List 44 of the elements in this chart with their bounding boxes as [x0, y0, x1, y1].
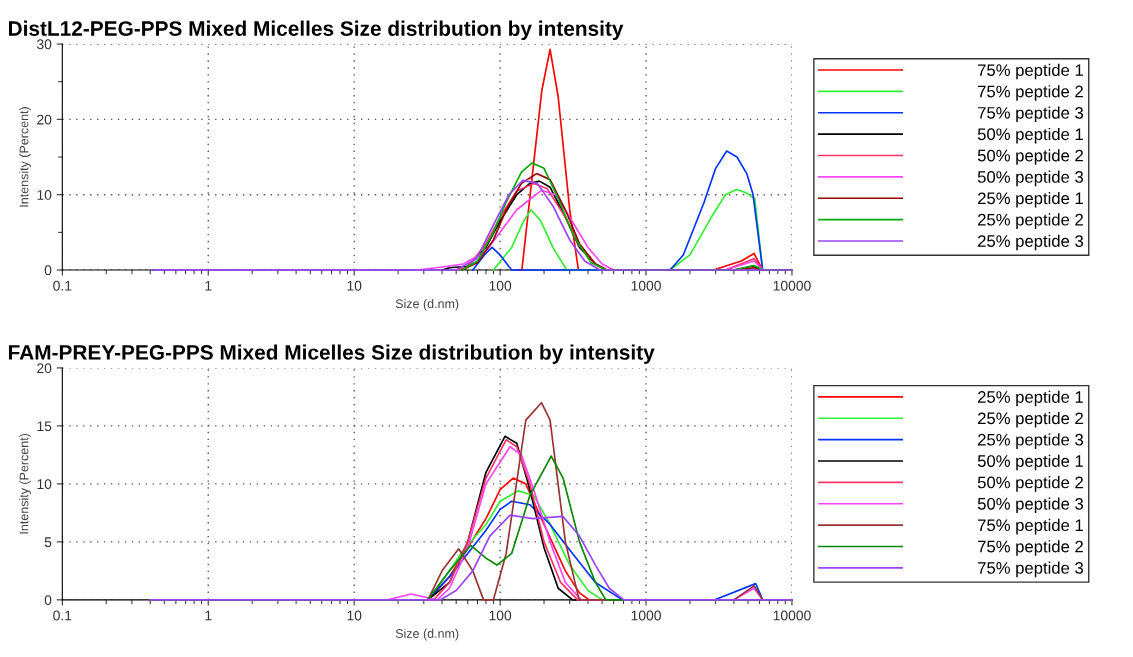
y-tick-label: 5 [44, 537, 52, 548]
y-tick-label: 0 [44, 595, 52, 606]
text: 50% peptide 1 [977, 127, 1083, 144]
y-tick-label: 30 [36, 39, 52, 50]
x-tick-label: 10000 [773, 610, 811, 621]
text: 25% peptide 3 [978, 234, 1084, 251]
y-axis-title: Intensity (Percent) [19, 433, 31, 534]
chart-title: FAM-PREY-PEG-PPS Mixed Micelles Size distribution by intensity [8, 344, 655, 364]
text: 25% peptide 2 [978, 412, 1083, 428]
text: 75% peptide 1 [978, 518, 1083, 535]
x-tick-label: 10 [347, 280, 362, 291]
x-tick-label: 1000 [631, 610, 661, 621]
text: 50% peptide 2 [977, 149, 1083, 165]
text: 50% peptide 1 [977, 454, 1083, 471]
x-tick-label: 1 [205, 280, 212, 291]
text: 25% peptide 1 [978, 390, 1083, 407]
x-tick-label: 1000 [631, 280, 661, 291]
y-tick-label: 0 [44, 265, 52, 276]
text: 50% peptide 3 [977, 170, 1084, 187]
text: 25% peptide 1 [978, 191, 1083, 208]
y-tick-label: 10 [37, 190, 52, 200]
x-axis-title: Size (d.nm) [395, 628, 459, 641]
y-tick-label: 20 [37, 114, 52, 125]
text: 75% peptide 2 [978, 85, 1083, 101]
y-axis-title: Intensity (Percent) [19, 107, 31, 207]
y-tick-label: 15 [37, 421, 52, 432]
x-tick-label: 1 [205, 610, 212, 621]
x-tick-label: 10 [347, 610, 362, 621]
text: 75% peptide 1 [978, 63, 1083, 80]
y-tick-label: 10 [37, 479, 52, 490]
x-tick-label: 100 [489, 610, 512, 621]
x-tick-label: 100 [489, 280, 512, 291]
y-tick-label: 20 [37, 363, 52, 374]
x-tick-label: 0.1 [53, 610, 72, 621]
text: 50% peptide 2 [977, 476, 1083, 492]
x-axis-title: Size (d.nm) [395, 298, 459, 311]
text: 25% peptide 2 [978, 213, 1083, 229]
x-tick-label: 0.1 [53, 280, 72, 291]
text: 50% peptide 3 [977, 497, 1084, 514]
text: 75% peptide 2 [978, 540, 1083, 556]
text: 75% peptide 3 [978, 561, 1084, 578]
text: 25% peptide 3 [978, 433, 1084, 449]
text: 75% peptide 3 [978, 106, 1084, 123]
x-tick-label: 10000 [773, 280, 811, 291]
